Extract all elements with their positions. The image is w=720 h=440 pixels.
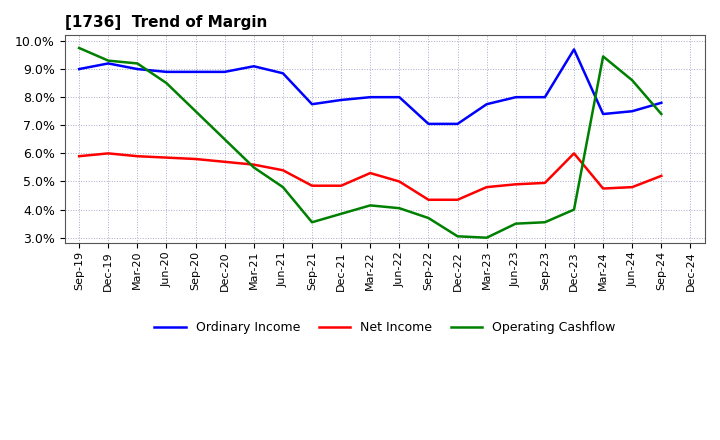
- Net Income: [628, 184, 636, 190]
- Line: Ordinary Income: Ordinary Income: [79, 49, 662, 124]
- Operating Cashflow: [133, 61, 142, 66]
- Operating Cashflow: [570, 207, 578, 212]
- Net Income: [570, 151, 578, 156]
- Ordinary Income: [337, 97, 346, 103]
- Operating Cashflow: [657, 111, 666, 117]
- Operating Cashflow: [395, 205, 404, 211]
- Net Income: [395, 179, 404, 184]
- Operating Cashflow: [599, 54, 608, 59]
- Operating Cashflow: [366, 203, 374, 208]
- Ordinary Income: [424, 121, 433, 127]
- Operating Cashflow: [75, 45, 84, 51]
- Net Income: [454, 197, 462, 202]
- Ordinary Income: [599, 111, 608, 117]
- Net Income: [279, 168, 287, 173]
- Net Income: [337, 183, 346, 188]
- Operating Cashflow: [104, 58, 112, 63]
- Operating Cashflow: [279, 184, 287, 190]
- Ordinary Income: [395, 95, 404, 100]
- Ordinary Income: [570, 47, 578, 52]
- Legend: Ordinary Income, Net Income, Operating Cashflow: Ordinary Income, Net Income, Operating C…: [149, 316, 621, 339]
- Net Income: [104, 151, 112, 156]
- Ordinary Income: [657, 100, 666, 106]
- Ordinary Income: [75, 66, 84, 72]
- Net Income: [75, 154, 84, 159]
- Ordinary Income: [307, 102, 316, 107]
- Operating Cashflow: [541, 220, 549, 225]
- Net Income: [511, 182, 520, 187]
- Net Income: [599, 186, 608, 191]
- Ordinary Income: [192, 69, 200, 74]
- Operating Cashflow: [454, 234, 462, 239]
- Operating Cashflow: [220, 137, 229, 142]
- Text: [1736]  Trend of Margin: [1736] Trend of Margin: [65, 15, 267, 30]
- Ordinary Income: [511, 95, 520, 100]
- Net Income: [541, 180, 549, 186]
- Line: Operating Cashflow: Operating Cashflow: [79, 48, 662, 238]
- Ordinary Income: [133, 66, 142, 72]
- Operating Cashflow: [628, 78, 636, 83]
- Operating Cashflow: [424, 216, 433, 221]
- Net Income: [162, 155, 171, 160]
- Net Income: [657, 173, 666, 179]
- Ordinary Income: [279, 71, 287, 76]
- Operating Cashflow: [162, 81, 171, 86]
- Ordinary Income: [482, 102, 491, 107]
- Net Income: [133, 154, 142, 159]
- Operating Cashflow: [250, 165, 258, 170]
- Net Income: [482, 184, 491, 190]
- Ordinary Income: [454, 121, 462, 127]
- Net Income: [220, 159, 229, 165]
- Ordinary Income: [541, 95, 549, 100]
- Line: Net Income: Net Income: [79, 154, 662, 200]
- Ordinary Income: [250, 64, 258, 69]
- Ordinary Income: [220, 69, 229, 74]
- Operating Cashflow: [482, 235, 491, 240]
- Net Income: [307, 183, 316, 188]
- Ordinary Income: [104, 61, 112, 66]
- Operating Cashflow: [511, 221, 520, 226]
- Operating Cashflow: [337, 211, 346, 216]
- Ordinary Income: [366, 95, 374, 100]
- Ordinary Income: [162, 69, 171, 74]
- Operating Cashflow: [307, 220, 316, 225]
- Net Income: [366, 170, 374, 176]
- Net Income: [192, 156, 200, 161]
- Net Income: [250, 162, 258, 167]
- Operating Cashflow: [192, 109, 200, 114]
- Ordinary Income: [628, 109, 636, 114]
- Net Income: [424, 197, 433, 202]
